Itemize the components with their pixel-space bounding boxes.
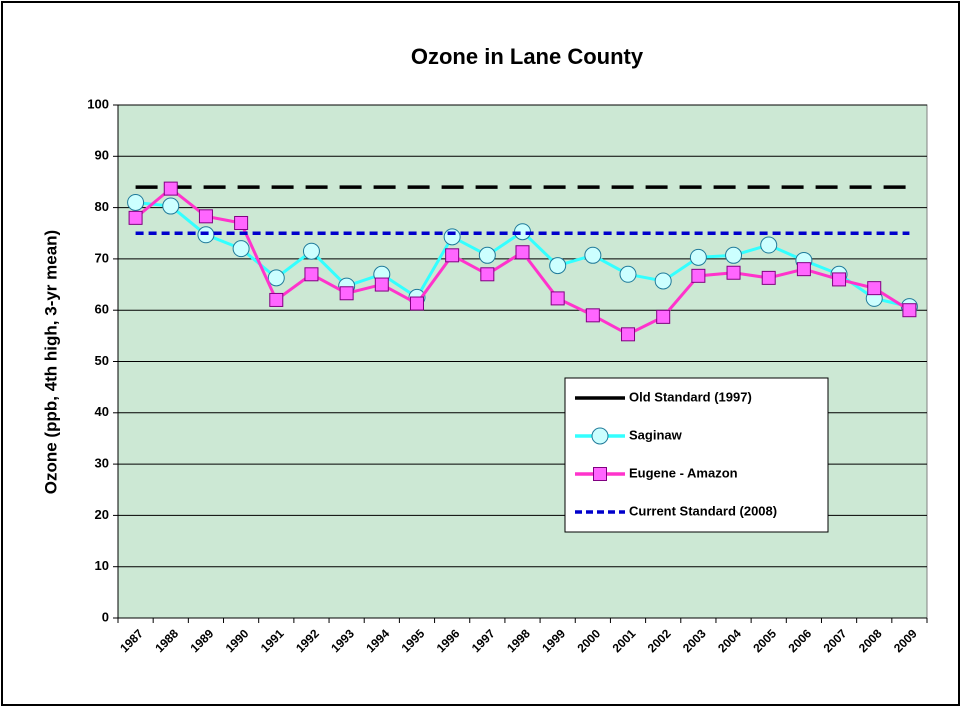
point xyxy=(127,193,145,211)
point xyxy=(302,242,320,260)
y-axis-title: Ozone (ppb, 4th high, 3-yr mean) xyxy=(41,230,60,494)
legend-marker xyxy=(593,467,607,481)
point xyxy=(550,291,565,306)
point xyxy=(128,210,143,225)
legend-label: Eugene - Amazon xyxy=(629,465,738,480)
y-tick-label: 50 xyxy=(95,353,109,368)
y-tick-label: 60 xyxy=(95,302,109,317)
point xyxy=(796,262,811,277)
point xyxy=(269,292,284,307)
legend-label: Old Standard (1997) xyxy=(629,389,752,404)
point xyxy=(304,267,319,282)
point xyxy=(726,265,741,280)
point xyxy=(585,308,600,323)
point xyxy=(584,246,602,264)
point xyxy=(725,246,743,264)
point xyxy=(234,215,249,230)
point xyxy=(162,197,180,215)
point xyxy=(443,228,461,246)
point xyxy=(374,277,389,292)
point xyxy=(198,209,213,224)
point xyxy=(654,272,672,290)
point xyxy=(478,246,496,264)
point xyxy=(232,240,250,258)
point xyxy=(339,286,354,301)
point xyxy=(480,267,495,282)
legend-label: Current Standard (2008) xyxy=(629,503,777,518)
point xyxy=(760,236,778,254)
point xyxy=(445,248,460,263)
legend-label: Saginaw xyxy=(629,427,683,442)
point xyxy=(619,265,637,283)
point xyxy=(656,309,671,324)
legend-marker xyxy=(591,427,609,445)
y-tick-label: 0 xyxy=(102,609,109,624)
y-tick-label: 100 xyxy=(87,96,109,111)
point xyxy=(761,270,776,285)
point xyxy=(691,268,706,283)
legend: Old Standard (1997) Saginaw Eugene - Amazo… xyxy=(564,377,829,533)
point xyxy=(867,281,882,296)
y-tick-label: 70 xyxy=(95,250,109,265)
y-tick-label: 30 xyxy=(95,456,109,471)
y-tick-label: 20 xyxy=(95,507,109,522)
y-tick-label: 80 xyxy=(95,199,109,214)
point xyxy=(409,296,424,311)
point xyxy=(549,257,567,275)
point xyxy=(515,245,530,260)
point xyxy=(163,181,178,196)
point xyxy=(267,269,285,287)
point xyxy=(621,327,636,342)
y-tick-label: 10 xyxy=(95,558,109,573)
y-tick-label: 40 xyxy=(95,404,109,419)
y-tick-label: 90 xyxy=(95,148,109,163)
chart-title: Ozone in Lane County xyxy=(411,44,644,69)
point xyxy=(832,272,847,287)
point xyxy=(902,303,917,318)
point xyxy=(689,248,707,266)
legend-box xyxy=(564,377,829,533)
